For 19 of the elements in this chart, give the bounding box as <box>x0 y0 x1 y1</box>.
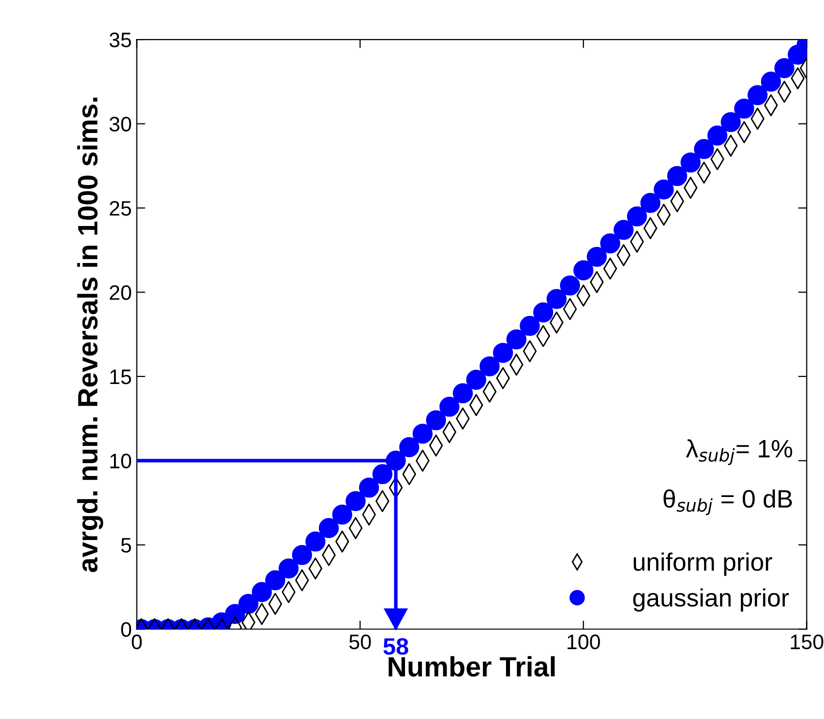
y-tick-label: 35 <box>110 32 132 48</box>
y-axis-title: avrgd. num. Reversals in 1000 sims. <box>77 98 104 572</box>
y-tick-label: 0 <box>121 622 132 637</box>
legend-label: uniform prior <box>634 552 772 576</box>
x-tick-label: 100 <box>568 634 600 650</box>
x-tick-label: 50 <box>349 634 371 650</box>
ref-line-label: 58 <box>383 638 408 655</box>
x-tick-label: 150 <box>790 634 824 650</box>
y-tick-label: 5 <box>121 538 132 553</box>
y-tick-label: 30 <box>110 116 132 132</box>
x-tick-label: 0 <box>132 634 142 650</box>
y-tick-label: 15 <box>110 370 132 384</box>
annotation: λ$_{subj}$= 1% <box>686 439 792 466</box>
legend-label: gaussian prior <box>633 588 789 612</box>
y-tick-label: 10 <box>110 454 132 468</box>
y-tick-label: 25 <box>110 201 132 216</box>
x-axis-title: Number Trial <box>388 656 555 677</box>
annotation: θ$_{subj}$ = 0 dB <box>664 489 792 516</box>
y-tick-label: 20 <box>110 285 132 300</box>
